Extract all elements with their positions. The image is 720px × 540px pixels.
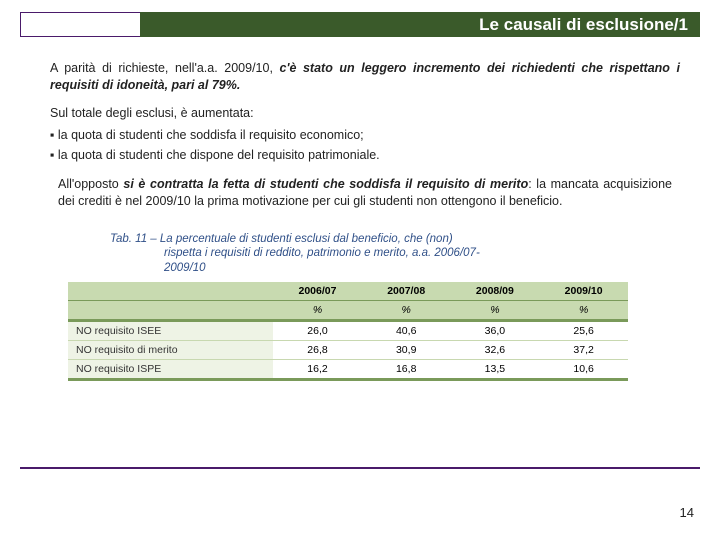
subheader-3: %	[539, 301, 628, 321]
cell: 25,6	[539, 321, 628, 341]
row-label-0: NO requisito ISEE	[68, 321, 273, 341]
row-label-2: NO requisito ISPE	[68, 360, 273, 380]
header-year-1: 2007/08	[362, 282, 451, 301]
subheader-2: %	[451, 301, 540, 321]
cell: 16,8	[362, 360, 451, 380]
paragraph-2: Sul totale degli esclusi, è aumentata:	[50, 106, 680, 120]
box-lead: All'opposto	[58, 177, 123, 191]
header-year-0: 2006/07	[273, 282, 362, 301]
cell: 26,0	[273, 321, 362, 341]
bottom-divider	[20, 467, 700, 469]
row-label-1: NO requisito di merito	[68, 341, 273, 360]
subheader-0: %	[273, 301, 362, 321]
subheader-blank	[68, 301, 273, 321]
subheader-1: %	[362, 301, 451, 321]
bullet-1: la quota di studenti che soddisfa il req…	[50, 128, 680, 142]
cell: 10,6	[539, 360, 628, 380]
box-emphasis: si è contratta la fetta di studenti che …	[123, 177, 528, 191]
cell: 40,6	[362, 321, 451, 341]
table-header-row-sub: % % % %	[68, 301, 628, 321]
table-header-row-years: 2006/07 2007/08 2008/09 2009/10	[68, 282, 628, 301]
caption-line2: rispetta i requisiti di reddito, patrimo…	[164, 246, 600, 261]
cell: 30,9	[362, 341, 451, 360]
header-year-3: 2009/10	[539, 282, 628, 301]
paragraph-1: A parità di richieste, nell'a.a. 2009/10…	[50, 60, 680, 94]
cell: 37,2	[539, 341, 628, 360]
content-area: A parità di richieste, nell'a.a. 2009/10…	[50, 60, 680, 381]
header-blank	[68, 282, 273, 301]
page-number: 14	[680, 505, 694, 520]
table-row: NO requisito ISPE 16,2 16,8 13,5 10,6	[68, 360, 628, 380]
caption-line1: Tab. 11 – La percentuale di studenti esc…	[110, 232, 600, 247]
cell: 26,8	[273, 341, 362, 360]
slide-title: Le causali di esclusione/1	[140, 12, 700, 37]
cell: 13,5	[451, 360, 540, 380]
header-year-2: 2008/09	[451, 282, 540, 301]
data-table: 2006/07 2007/08 2008/09 2009/10 % % % % …	[68, 282, 628, 381]
paragraph-box: All'opposto si è contratta la fetta di s…	[58, 176, 672, 210]
table-caption: Tab. 11 – La percentuale di studenti esc…	[110, 232, 600, 277]
para1-lead: A parità di richieste, nell'a.a. 2009/10…	[50, 61, 280, 75]
cell: 36,0	[451, 321, 540, 341]
caption-line3: 2009/10	[164, 261, 600, 276]
table-row: NO requisito di merito 26,8 30,9 32,6 37…	[68, 341, 628, 360]
cell: 32,6	[451, 341, 540, 360]
table-row: NO requisito ISEE 26,0 40,6 36,0 25,6	[68, 321, 628, 341]
bullet-list: la quota di studenti che soddisfa il req…	[50, 128, 680, 162]
cell: 16,2	[273, 360, 362, 380]
bullet-2: la quota di studenti che dispone del req…	[50, 148, 680, 162]
